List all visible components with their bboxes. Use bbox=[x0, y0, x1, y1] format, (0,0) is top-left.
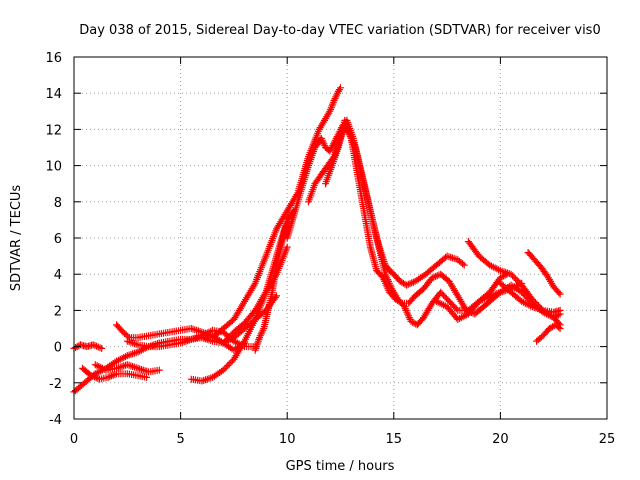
tick-labels: 0 5 10 15 20 25 -4 -2 0 2 4 6 8 10 12 14 16 bbox=[45, 51, 615, 447]
series-track-10 bbox=[251, 216, 293, 354]
x-axis-label: GPS time / hours bbox=[286, 459, 395, 474]
x-tick-label: 15 bbox=[386, 432, 403, 447]
plus-markers bbox=[496, 279, 564, 316]
series-track-4 bbox=[91, 361, 163, 376]
y-tick-label: 16 bbox=[45, 51, 62, 66]
y-tick-label: 10 bbox=[45, 160, 62, 175]
plus-markers bbox=[524, 249, 564, 298]
x-tick-label: 20 bbox=[492, 432, 509, 447]
axis-ticks bbox=[73, 56, 608, 420]
plus-markers bbox=[464, 238, 564, 322]
y-tick-label: 12 bbox=[45, 123, 62, 138]
series-track-17 bbox=[524, 249, 564, 298]
plus-markers bbox=[533, 321, 564, 345]
series-track-13 bbox=[322, 116, 564, 329]
plus-markers bbox=[91, 361, 163, 376]
y-tick-label: 0 bbox=[54, 341, 62, 356]
series-track-15 bbox=[464, 238, 564, 322]
chart-title: Day 038 of 2015, Sidereal Day-to-day VTE… bbox=[79, 23, 600, 38]
y-tick-label: 4 bbox=[54, 268, 62, 283]
y-tick-label: 8 bbox=[54, 196, 62, 211]
y-tick-label: 6 bbox=[54, 232, 62, 247]
x-tick-label: 0 bbox=[70, 432, 78, 447]
series-track-16 bbox=[496, 279, 564, 316]
series-track-18 bbox=[533, 321, 564, 345]
plus-markers bbox=[251, 216, 293, 354]
x-tick-label: 5 bbox=[176, 432, 184, 447]
y-axis-label: SDTVAR / TECUs bbox=[9, 185, 24, 292]
plus-markers bbox=[79, 364, 150, 383]
plus-markers bbox=[322, 116, 564, 329]
x-tick-label: 10 bbox=[279, 432, 296, 447]
y-tick-label: -4 bbox=[49, 413, 62, 428]
y-tick-label: 14 bbox=[45, 87, 62, 102]
x-tick-label: 25 bbox=[599, 432, 616, 447]
y-tick-label: 2 bbox=[54, 304, 62, 319]
y-tick-label: -2 bbox=[49, 377, 62, 392]
plus-markers bbox=[432, 279, 526, 323]
data-points bbox=[70, 84, 564, 396]
series-track-14 bbox=[432, 279, 526, 323]
series-track-3 bbox=[79, 364, 150, 383]
